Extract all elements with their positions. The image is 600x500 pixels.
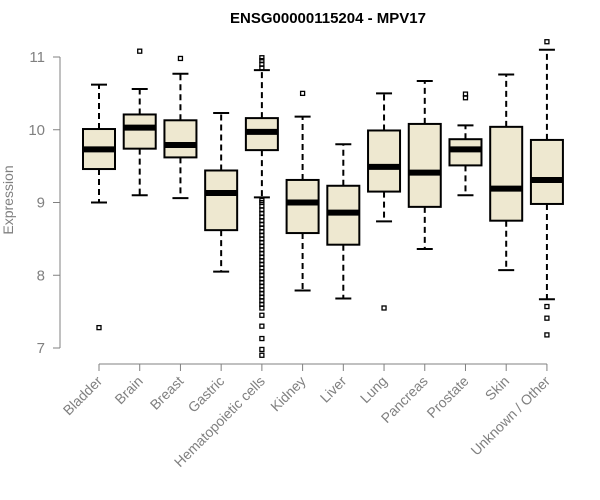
y-tick-label: 11 <box>29 49 45 66</box>
box <box>529 138 564 205</box>
outlier-point <box>462 91 469 97</box>
outlier-point <box>259 323 265 329</box>
x-tick-label: Kidney <box>267 373 309 415</box>
box-group <box>407 80 442 251</box>
y-tick-label: 10 <box>28 122 45 139</box>
outlier-point <box>299 90 306 97</box>
x-tick-label: Liver <box>317 373 350 406</box>
box-group <box>82 83 116 331</box>
outlier-point <box>259 352 265 358</box>
outlier-point <box>259 57 265 64</box>
plot-area <box>82 39 564 358</box>
box <box>367 129 402 193</box>
box-group <box>529 39 564 338</box>
box-group <box>244 55 279 358</box>
y-axis-label: Expression <box>0 165 16 234</box>
x-tick-label: Prostate <box>423 373 471 421</box>
box <box>489 125 524 222</box>
outlier-point <box>259 346 265 353</box>
box-group <box>448 91 483 197</box>
outlier-point <box>544 39 550 45</box>
outlier-point <box>259 335 265 342</box>
box <box>285 178 320 235</box>
x-tick-label: Lung <box>357 373 390 406</box>
box-group <box>326 143 361 300</box>
box <box>122 113 157 150</box>
box-group <box>285 90 320 292</box>
box-group <box>367 92 402 311</box>
x-tick-label: Bladder <box>60 373 106 419</box>
outlier-point <box>137 48 143 54</box>
box-group <box>489 73 524 272</box>
y-tick-label: 7 <box>37 340 45 357</box>
y-tick-label: 9 <box>37 195 45 212</box>
outlier-point <box>544 315 550 321</box>
box <box>407 122 442 208</box>
outlier-point <box>544 332 550 338</box>
outlier-point <box>259 197 265 203</box>
box-group <box>163 55 198 200</box>
x-tick-label: Skin <box>482 373 513 404</box>
chart-title: ENSG00000115204 - MPV17 <box>230 10 426 27</box>
x-tick-label: Breast <box>147 373 187 413</box>
outlier-point <box>177 55 184 62</box>
outlier-point <box>259 55 265 61</box>
outlier-point <box>96 324 102 331</box>
y-tick-label: 8 <box>37 267 45 284</box>
y-axis: 7 8 9 10 11 <box>28 49 61 357</box>
box <box>163 119 198 159</box>
box-group <box>122 48 157 197</box>
box <box>204 169 239 232</box>
box-group <box>204 112 239 273</box>
outlier-point <box>259 312 265 318</box>
x-tick-label: Brain <box>111 373 145 407</box>
outlier-point <box>381 305 387 311</box>
outlier-point <box>544 303 550 310</box>
